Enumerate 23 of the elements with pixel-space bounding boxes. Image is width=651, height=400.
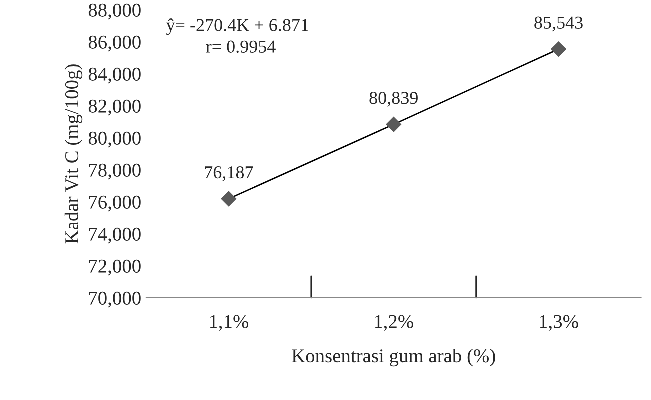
y-tick-label: 74,000 [89,228,141,244]
data-label: 80,839 [370,92,418,107]
point [551,42,566,57]
x-tick-label: 1,1% [210,315,249,332]
y-tick-label: 70,000 [89,292,141,308]
data-label: 85,543 [534,16,583,32]
x-tick-label: 1,2% [375,315,414,332]
y-tick-label: 88,000 [88,4,141,20]
y-tick-label: 76,000 [89,196,141,212]
point [221,191,237,207]
annotation: ŷ= -270.4K + 6.871 [166,18,308,36]
annotation: r= 0.9954 [206,40,276,54]
y-tick-label: 80,000 [88,132,141,148]
y-tick-label: 78,000 [89,164,141,180]
x-axis-title: Konsentrasi gum arab (%) [292,348,496,367]
data-label: 76,187 [205,166,254,182]
x-tick-label: 1,3% [540,315,578,332]
point [386,117,402,132]
y-tick-label: 84,000 [88,68,141,84]
y-tick-label: 72,000 [89,260,141,276]
y-axis-title: Kadar Vit C (mg/100g) [64,64,83,244]
y-tick-label: 82,000 [88,100,141,116]
y-tick-label: 86,000 [88,36,141,52]
